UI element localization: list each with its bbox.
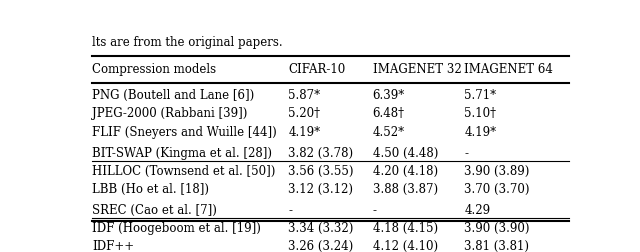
Text: 4.12 (4.10): 4.12 (4.10) xyxy=(372,240,438,252)
Text: 3.70 (3.70): 3.70 (3.70) xyxy=(465,183,530,196)
Text: LBB (Ho et al. [18]): LBB (Ho et al. [18]) xyxy=(92,183,209,196)
Text: IMAGENET 32: IMAGENET 32 xyxy=(372,63,461,76)
Text: JPEG-2000 (Rabbani [39]): JPEG-2000 (Rabbani [39]) xyxy=(92,107,248,120)
Text: BIT-SWAP (Kingma et al. [28]): BIT-SWAP (Kingma et al. [28]) xyxy=(92,147,273,160)
Text: 3.56 (3.55): 3.56 (3.55) xyxy=(288,165,354,178)
Text: 3.12 (3.12): 3.12 (3.12) xyxy=(288,183,353,196)
Text: 3.82 (3.78): 3.82 (3.78) xyxy=(288,147,353,160)
Text: 5.87*: 5.87* xyxy=(288,89,321,102)
Text: 6.39*: 6.39* xyxy=(372,89,405,102)
Text: 5.10†: 5.10† xyxy=(465,107,497,120)
Text: 3.81 (3.81): 3.81 (3.81) xyxy=(465,240,529,252)
Text: 4.50 (4.48): 4.50 (4.48) xyxy=(372,147,438,160)
Text: 4.20 (4.18): 4.20 (4.18) xyxy=(372,165,438,178)
Text: -: - xyxy=(372,204,376,217)
Text: 4.19*: 4.19* xyxy=(288,125,321,139)
Text: PNG (Boutell and Lane [6]): PNG (Boutell and Lane [6]) xyxy=(92,89,255,102)
Text: lts are from the original papers.: lts are from the original papers. xyxy=(92,36,283,49)
Text: SREC (Cao et al. [7]): SREC (Cao et al. [7]) xyxy=(92,204,217,217)
Text: -: - xyxy=(288,204,292,217)
Text: IDF (Hoogeboom et al. [19]): IDF (Hoogeboom et al. [19]) xyxy=(92,222,261,235)
Text: 4.29: 4.29 xyxy=(465,204,490,217)
Text: IDF++: IDF++ xyxy=(92,240,134,252)
Text: 3.90 (3.89): 3.90 (3.89) xyxy=(465,165,530,178)
Text: 3.88 (3.87): 3.88 (3.87) xyxy=(372,183,438,196)
Text: -: - xyxy=(465,147,468,160)
Text: 4.18 (4.15): 4.18 (4.15) xyxy=(372,222,438,235)
Text: Compression models: Compression models xyxy=(92,63,216,76)
Text: CIFAR-10: CIFAR-10 xyxy=(288,63,346,76)
Text: 5.20†: 5.20† xyxy=(288,107,321,120)
Text: 3.34 (3.32): 3.34 (3.32) xyxy=(288,222,354,235)
Text: 3.26 (3.24): 3.26 (3.24) xyxy=(288,240,353,252)
Text: FLIF (Sneyers and Wuille [44]): FLIF (Sneyers and Wuille [44]) xyxy=(92,125,277,139)
Text: 6.48†: 6.48† xyxy=(372,107,404,120)
Text: 4.52*: 4.52* xyxy=(372,125,404,139)
Text: 5.71*: 5.71* xyxy=(465,89,497,102)
Text: 4.19*: 4.19* xyxy=(465,125,497,139)
Text: HILLOC (Townsend et al. [50]): HILLOC (Townsend et al. [50]) xyxy=(92,165,276,178)
Text: 3.90 (3.90): 3.90 (3.90) xyxy=(465,222,530,235)
Text: IMAGENET 64: IMAGENET 64 xyxy=(465,63,553,76)
